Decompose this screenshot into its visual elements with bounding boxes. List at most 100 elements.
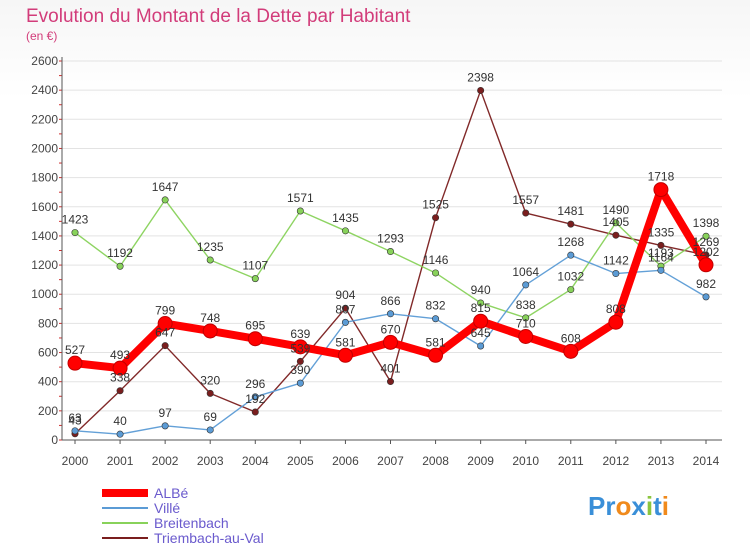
data-point <box>522 209 530 217</box>
data-label: 1398 <box>693 216 720 230</box>
data-point <box>477 299 485 307</box>
data-label: 43 <box>68 414 82 428</box>
data-label: 390 <box>290 363 310 377</box>
data-label: 1557 <box>512 193 539 207</box>
data-point <box>202 323 218 339</box>
data-point <box>608 314 624 330</box>
data-point <box>341 227 349 235</box>
grid-lines <box>62 60 722 441</box>
data-label: 1490 <box>603 203 630 217</box>
data-point <box>522 314 530 322</box>
x-tick-label: 2009 <box>467 454 494 468</box>
y-tick-label: 1600 <box>31 200 58 214</box>
data-label: 539 <box>290 341 310 355</box>
data-label: 40 <box>113 414 127 428</box>
data-point <box>386 248 394 256</box>
data-point <box>657 266 665 274</box>
y-tick-label: 1000 <box>31 287 58 301</box>
data-point <box>161 422 169 430</box>
legend-label: Breitenbach <box>154 515 229 531</box>
data-label: 1571 <box>287 191 314 205</box>
data-label: 1193 <box>648 246 674 260</box>
data-point <box>653 182 669 198</box>
data-label: 639 <box>290 327 310 341</box>
data-point <box>251 393 259 401</box>
data-point <box>432 214 440 222</box>
data-point <box>657 241 665 249</box>
data-label: 493 <box>110 348 130 362</box>
data-label: 1269 <box>693 235 720 249</box>
series-layer <box>67 86 714 438</box>
y-tick-label: 2600 <box>31 54 58 68</box>
data-point <box>428 347 444 363</box>
logo-letter: P <box>588 491 605 521</box>
data-label: 1164 <box>648 250 674 264</box>
x-tick-label: 2006 <box>332 454 359 468</box>
data-point <box>702 293 710 301</box>
data-point <box>473 313 489 329</box>
x-tick-label: 2011 <box>558 454 584 468</box>
logo-letter: i <box>662 491 669 521</box>
data-point <box>383 334 398 350</box>
data-point <box>161 342 169 350</box>
data-label: 1268 <box>557 235 584 249</box>
data-point <box>386 378 394 386</box>
data-label: 748 <box>200 311 220 325</box>
data-label: 695 <box>245 319 265 333</box>
data-point <box>567 251 575 259</box>
axes: 0 200 400 600 800 1000 1200 1400 1600 1800 2000 220… <box>31 54 722 468</box>
data-label: 63 <box>68 411 82 425</box>
data-label: 1146 <box>423 253 449 267</box>
x-tick-label: 2013 <box>648 454 675 468</box>
data-point <box>71 427 79 435</box>
data-point <box>477 342 485 350</box>
data-point <box>71 229 79 237</box>
data-label: 1107 <box>242 259 268 273</box>
data-label: 670 <box>380 322 400 336</box>
data-point <box>386 310 394 318</box>
logo-letter: x <box>631 491 646 521</box>
data-label: 1423 <box>62 213 89 227</box>
data-point <box>296 357 304 365</box>
data-label: 401 <box>380 362 400 376</box>
data-point <box>518 329 534 345</box>
data-point <box>251 275 259 283</box>
data-point <box>563 343 579 359</box>
chart-title: Evolution du Montant de la Dette par Hab… <box>26 6 411 27</box>
data-point <box>67 355 83 371</box>
data-label: 581 <box>335 335 355 349</box>
logo-letter: r <box>605 491 615 521</box>
data-label: 1235 <box>197 240 224 254</box>
x-tick-label: 2005 <box>287 454 314 468</box>
x-tick-label: 2003 <box>197 454 224 468</box>
data-label: 1192 <box>107 246 133 260</box>
data-point <box>251 408 259 416</box>
x-tick-label: 2014 <box>693 454 720 468</box>
data-point <box>612 231 620 239</box>
y-tick-label: 1400 <box>31 229 58 243</box>
data-point <box>432 269 440 277</box>
data-label: 1647 <box>152 180 179 194</box>
data-label: 192 <box>245 392 265 406</box>
data-label: 2398 <box>467 70 494 84</box>
data-label: 69 <box>204 410 218 424</box>
data-point <box>116 262 124 270</box>
data-label: 296 <box>245 377 265 391</box>
legend-label: Triembach-au-Val <box>154 530 264 546</box>
data-label: 527 <box>65 343 85 357</box>
data-label: 1718 <box>648 170 675 184</box>
data-point <box>341 304 349 312</box>
x-tick-label: 2002 <box>152 454 179 468</box>
x-tick-label: 2007 <box>377 454 404 468</box>
data-label: 1525 <box>422 198 449 212</box>
x-tick-label: 2012 <box>603 454 630 468</box>
data-label: 940 <box>471 283 491 297</box>
y-tick-label: 800 <box>38 316 58 330</box>
data-label: 838 <box>516 298 536 312</box>
logo-letter: t <box>653 491 662 521</box>
data-point <box>522 281 530 289</box>
data-label: 807 <box>335 302 355 316</box>
data-point <box>116 387 124 395</box>
